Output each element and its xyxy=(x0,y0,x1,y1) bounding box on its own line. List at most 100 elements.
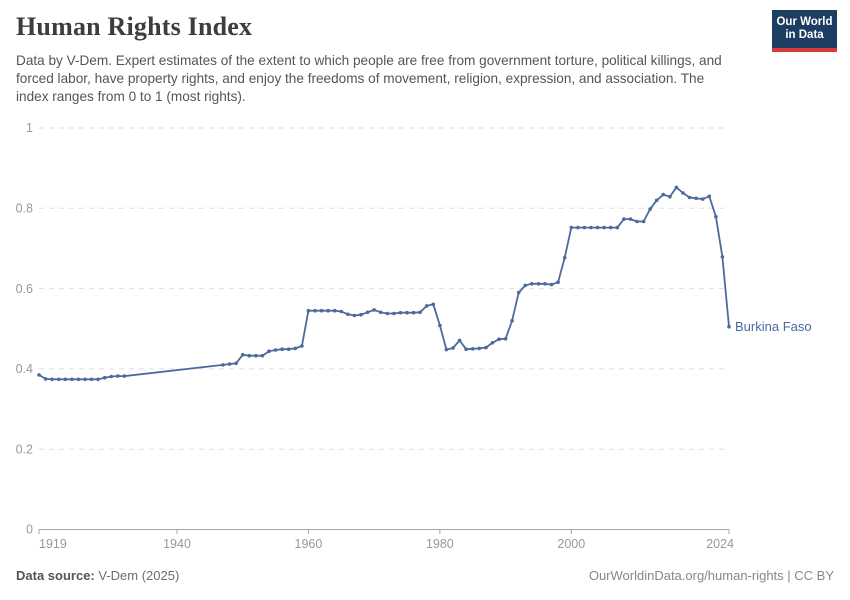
data-point[interactable] xyxy=(109,374,114,379)
data-point[interactable] xyxy=(543,282,547,286)
data-point[interactable] xyxy=(635,219,639,224)
data-point[interactable] xyxy=(694,196,698,201)
data-point[interactable] xyxy=(378,310,383,315)
data-point[interactable] xyxy=(431,302,436,307)
data-point[interactable] xyxy=(50,377,54,382)
data-point[interactable] xyxy=(300,344,304,348)
data-point[interactable] xyxy=(319,308,324,313)
data-point[interactable] xyxy=(43,377,48,381)
data-point[interactable] xyxy=(464,347,468,352)
data-point[interactable] xyxy=(96,377,100,382)
data-point[interactable] xyxy=(424,304,429,308)
data-point[interactable] xyxy=(523,283,528,288)
data-point[interactable] xyxy=(273,348,278,352)
data-point[interactable] xyxy=(714,214,718,219)
data-point[interactable] xyxy=(385,311,390,316)
data-point[interactable] xyxy=(89,377,94,382)
data-point[interactable] xyxy=(116,374,120,378)
data-point[interactable] xyxy=(668,194,672,199)
data-point[interactable] xyxy=(648,207,652,211)
data-point[interactable] xyxy=(536,282,541,286)
data-point[interactable] xyxy=(654,198,659,203)
data-point[interactable] xyxy=(392,311,396,316)
data-point[interactable] xyxy=(681,191,685,195)
data-point[interactable] xyxy=(254,353,258,358)
data-point[interactable] xyxy=(589,225,593,230)
data-point[interactable] xyxy=(227,362,232,366)
data-point[interactable] xyxy=(510,318,514,323)
data-point[interactable] xyxy=(674,185,679,190)
trend-line-burkina-faso[interactable] xyxy=(38,186,730,381)
data-point[interactable] xyxy=(451,346,455,350)
data-point[interactable] xyxy=(313,308,317,313)
data-point[interactable] xyxy=(280,347,284,352)
data-point[interactable] xyxy=(707,194,712,199)
data-point[interactable] xyxy=(234,361,238,366)
data-point[interactable] xyxy=(306,308,311,313)
data-point[interactable] xyxy=(595,225,600,230)
data-point[interactable] xyxy=(398,310,403,315)
data-point[interactable] xyxy=(260,353,265,358)
data-point[interactable] xyxy=(687,195,692,200)
data-point[interactable] xyxy=(530,282,534,286)
data-point[interactable] xyxy=(484,345,488,350)
data-point[interactable] xyxy=(352,313,357,318)
data-point[interactable] xyxy=(56,377,61,382)
data-point[interactable] xyxy=(622,217,626,221)
data-point[interactable] xyxy=(221,363,225,367)
data-point[interactable] xyxy=(503,337,508,341)
data-point[interactable] xyxy=(576,225,580,230)
data-point[interactable] xyxy=(602,225,606,230)
data-point[interactable] xyxy=(83,377,87,382)
data-point[interactable] xyxy=(63,377,68,382)
data-point[interactable] xyxy=(405,310,409,315)
owid-logo[interactable]: Our World in Data xyxy=(772,10,837,52)
data-point[interactable] xyxy=(444,347,449,352)
data-point[interactable] xyxy=(267,349,271,354)
data-point[interactable] xyxy=(720,255,725,259)
data-point[interactable] xyxy=(516,290,521,295)
data-point[interactable] xyxy=(247,353,252,358)
data-point[interactable] xyxy=(727,324,731,329)
data-point[interactable] xyxy=(70,377,74,382)
data-point[interactable] xyxy=(470,347,475,351)
data-point[interactable] xyxy=(37,373,41,377)
data-point[interactable] xyxy=(102,375,107,380)
data-point[interactable] xyxy=(326,308,330,313)
data-point[interactable] xyxy=(286,347,291,352)
data-point[interactable] xyxy=(372,308,376,312)
data-point[interactable] xyxy=(457,338,462,343)
data-point[interactable] xyxy=(700,197,705,201)
data-point[interactable] xyxy=(556,280,560,285)
data-point[interactable] xyxy=(661,192,666,197)
data-point[interactable] xyxy=(240,353,245,357)
data-point[interactable] xyxy=(122,374,127,378)
data-point[interactable] xyxy=(615,225,620,230)
data-point[interactable] xyxy=(608,225,613,230)
data-point[interactable] xyxy=(549,282,554,287)
data-point[interactable] xyxy=(490,341,495,345)
data-point[interactable] xyxy=(438,323,442,328)
data-point[interactable] xyxy=(562,255,567,260)
data-point[interactable] xyxy=(497,337,501,342)
data-point[interactable] xyxy=(628,217,633,221)
data-point[interactable] xyxy=(365,310,370,315)
data-point[interactable] xyxy=(346,312,350,317)
data-point[interactable] xyxy=(359,312,363,317)
data-point[interactable] xyxy=(418,310,422,315)
data-point[interactable] xyxy=(569,225,574,230)
y-axis-tick-label: 1 xyxy=(26,121,33,135)
data-source-value[interactable]: V-Dem (2025) xyxy=(94,568,180,583)
data-point[interactable] xyxy=(411,310,416,315)
data-point[interactable] xyxy=(339,309,344,314)
data-point[interactable] xyxy=(332,308,337,313)
entity-label-burkina-faso[interactable]: Burkina Faso xyxy=(735,319,812,334)
data-point[interactable] xyxy=(582,225,587,230)
data-point[interactable] xyxy=(76,377,81,382)
owid-url-license-link[interactable]: OurWorldinData.org/human-rights | CC BY xyxy=(588,568,834,583)
data-point[interactable] xyxy=(293,346,298,351)
data-point[interactable] xyxy=(477,346,482,351)
x-axis-tick-label: 2000 xyxy=(557,537,585,551)
data-point[interactable] xyxy=(641,219,646,224)
